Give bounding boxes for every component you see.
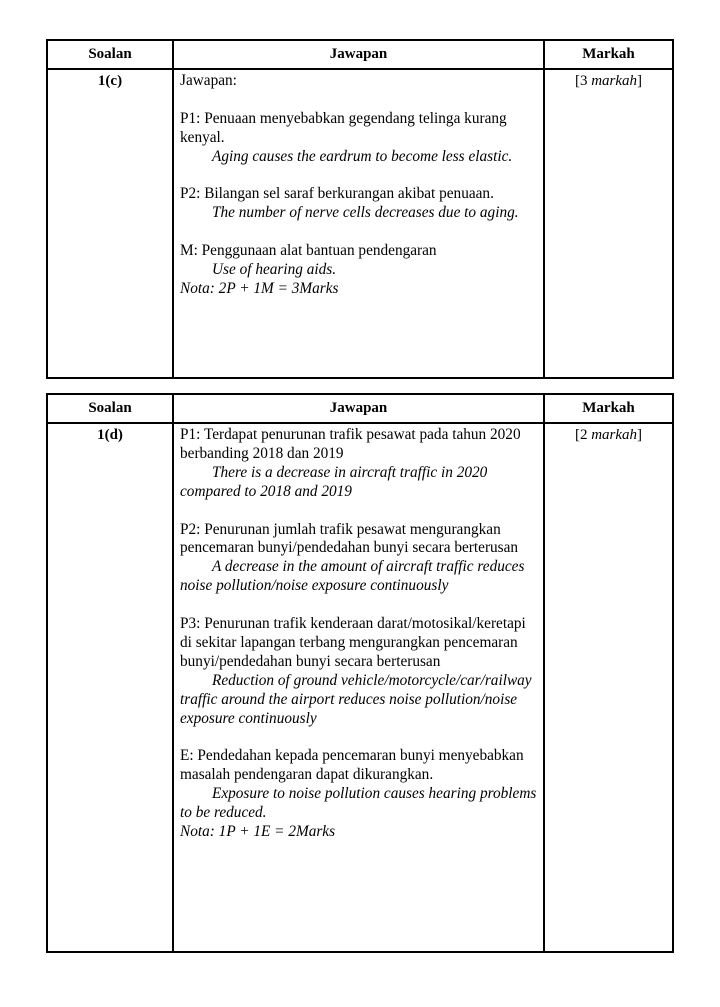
table-row: 1(d) P1: Terdapat penurunan trafik pesaw… <box>46 422 674 953</box>
answer-content: Jawapan: P1: Penuaan menyebabkan gegenda… <box>180 72 537 299</box>
answer-cell: P1: Terdapat penurunan trafik pesawat pa… <box>172 422 545 953</box>
answer-point-malay: P2: Penurunan jumlah trafik pesawat meng… <box>180 520 519 557</box>
answer-point-english: Aging causes the eardrum to become less … <box>212 147 513 165</box>
marks-open: [3 <box>574 73 592 89</box>
question-number-cell: 1(d) <box>46 422 174 953</box>
answer-point-malay: P3: Penurunan trafik kenderaan darat/mot… <box>180 615 526 670</box>
answer-point-english: A decrease in the amount of aircraft tra… <box>180 558 525 595</box>
answer-point-english: The number of nerve cells decreases due … <box>212 204 519 222</box>
answer-nota: Nota: 2P + 1M = 3Marks <box>180 279 339 297</box>
answer-point: P2: Penurunan jumlah trafik pesawat meng… <box>180 521 537 597</box>
answer-point-english: Exposure to noise pollution causes heari… <box>180 785 537 822</box>
column-header-jawapan: Jawapan <box>172 39 545 70</box>
column-header-soalan: Soalan <box>46 39 174 70</box>
column-header-jawapan: Jawapan <box>172 393 545 424</box>
answer-point: P3: Penurunan trafik kenderaan darat/mot… <box>180 615 537 728</box>
marks-cell: [3 markah] <box>543 68 674 379</box>
answer-point-malay: P1: Penuaan menyebabkan gegendang teling… <box>180 109 507 146</box>
answer-point-english: Reduction of ground vehicle/motorcycle/c… <box>180 671 532 727</box>
marks-close: ] <box>637 427 643 443</box>
answer-point: E: Pendedahan kepada pencemaran bunyi me… <box>180 747 537 823</box>
column-header-soalan: Soalan <box>46 393 174 424</box>
answer-point: P1: Penuaan menyebabkan gegendang teling… <box>180 110 537 167</box>
answer-intro: Jawapan: <box>180 72 237 89</box>
table-header-row: Soalan Jawapan Markah <box>46 39 674 70</box>
answer-cell: Jawapan: P1: Penuaan menyebabkan gegenda… <box>172 68 545 379</box>
table-header-row: Soalan Jawapan Markah <box>46 393 674 424</box>
answer-point-malay: P1: Terdapat penurunan trafik pesawat pa… <box>180 426 521 462</box>
column-header-markah: Markah <box>543 39 674 70</box>
marks-unit: markah <box>591 73 638 89</box>
marks-open: [2 <box>574 427 592 443</box>
answer-point: P2: Bilangan sel saraf berkurangan akiba… <box>180 185 537 223</box>
answer-point-malay: E: Pendedahan kepada pencemaran bunyi me… <box>180 747 524 784</box>
answer-table-1d: Soalan Jawapan Markah 1(d) P1: Terdapat … <box>46 393 674 953</box>
answer-point-english: Use of hearing aids. <box>212 261 337 279</box>
column-header-markah: Markah <box>543 393 674 424</box>
answer-content: P1: Terdapat penurunan trafik pesawat pa… <box>180 426 537 842</box>
answer-nota: Nota: 1P + 1E = 2Marks <box>180 822 336 840</box>
answer-point: M: Penggunaan alat bantuan pendengaran U… <box>180 242 537 280</box>
answer-table-1c: Soalan Jawapan Markah 1(c) Jawapan: P1: … <box>46 39 674 379</box>
answer-point: P1: Terdapat penurunan trafik pesawat pa… <box>180 426 537 502</box>
table-row: 1(c) Jawapan: P1: Penuaan menyebabkan ge… <box>46 68 674 379</box>
marks-unit: markah <box>591 427 638 443</box>
answer-point-malay: P2: Bilangan sel saraf berkurangan akiba… <box>180 185 494 203</box>
answer-point-malay: M: Penggunaan alat bantuan pendengaran <box>180 242 437 260</box>
marks-cell: [2 markah] <box>543 422 674 953</box>
question-number-cell: 1(c) <box>46 68 174 379</box>
marks-close: ] <box>637 73 643 89</box>
answer-point-english: There is a decrease in aircraft traffic … <box>180 463 488 500</box>
